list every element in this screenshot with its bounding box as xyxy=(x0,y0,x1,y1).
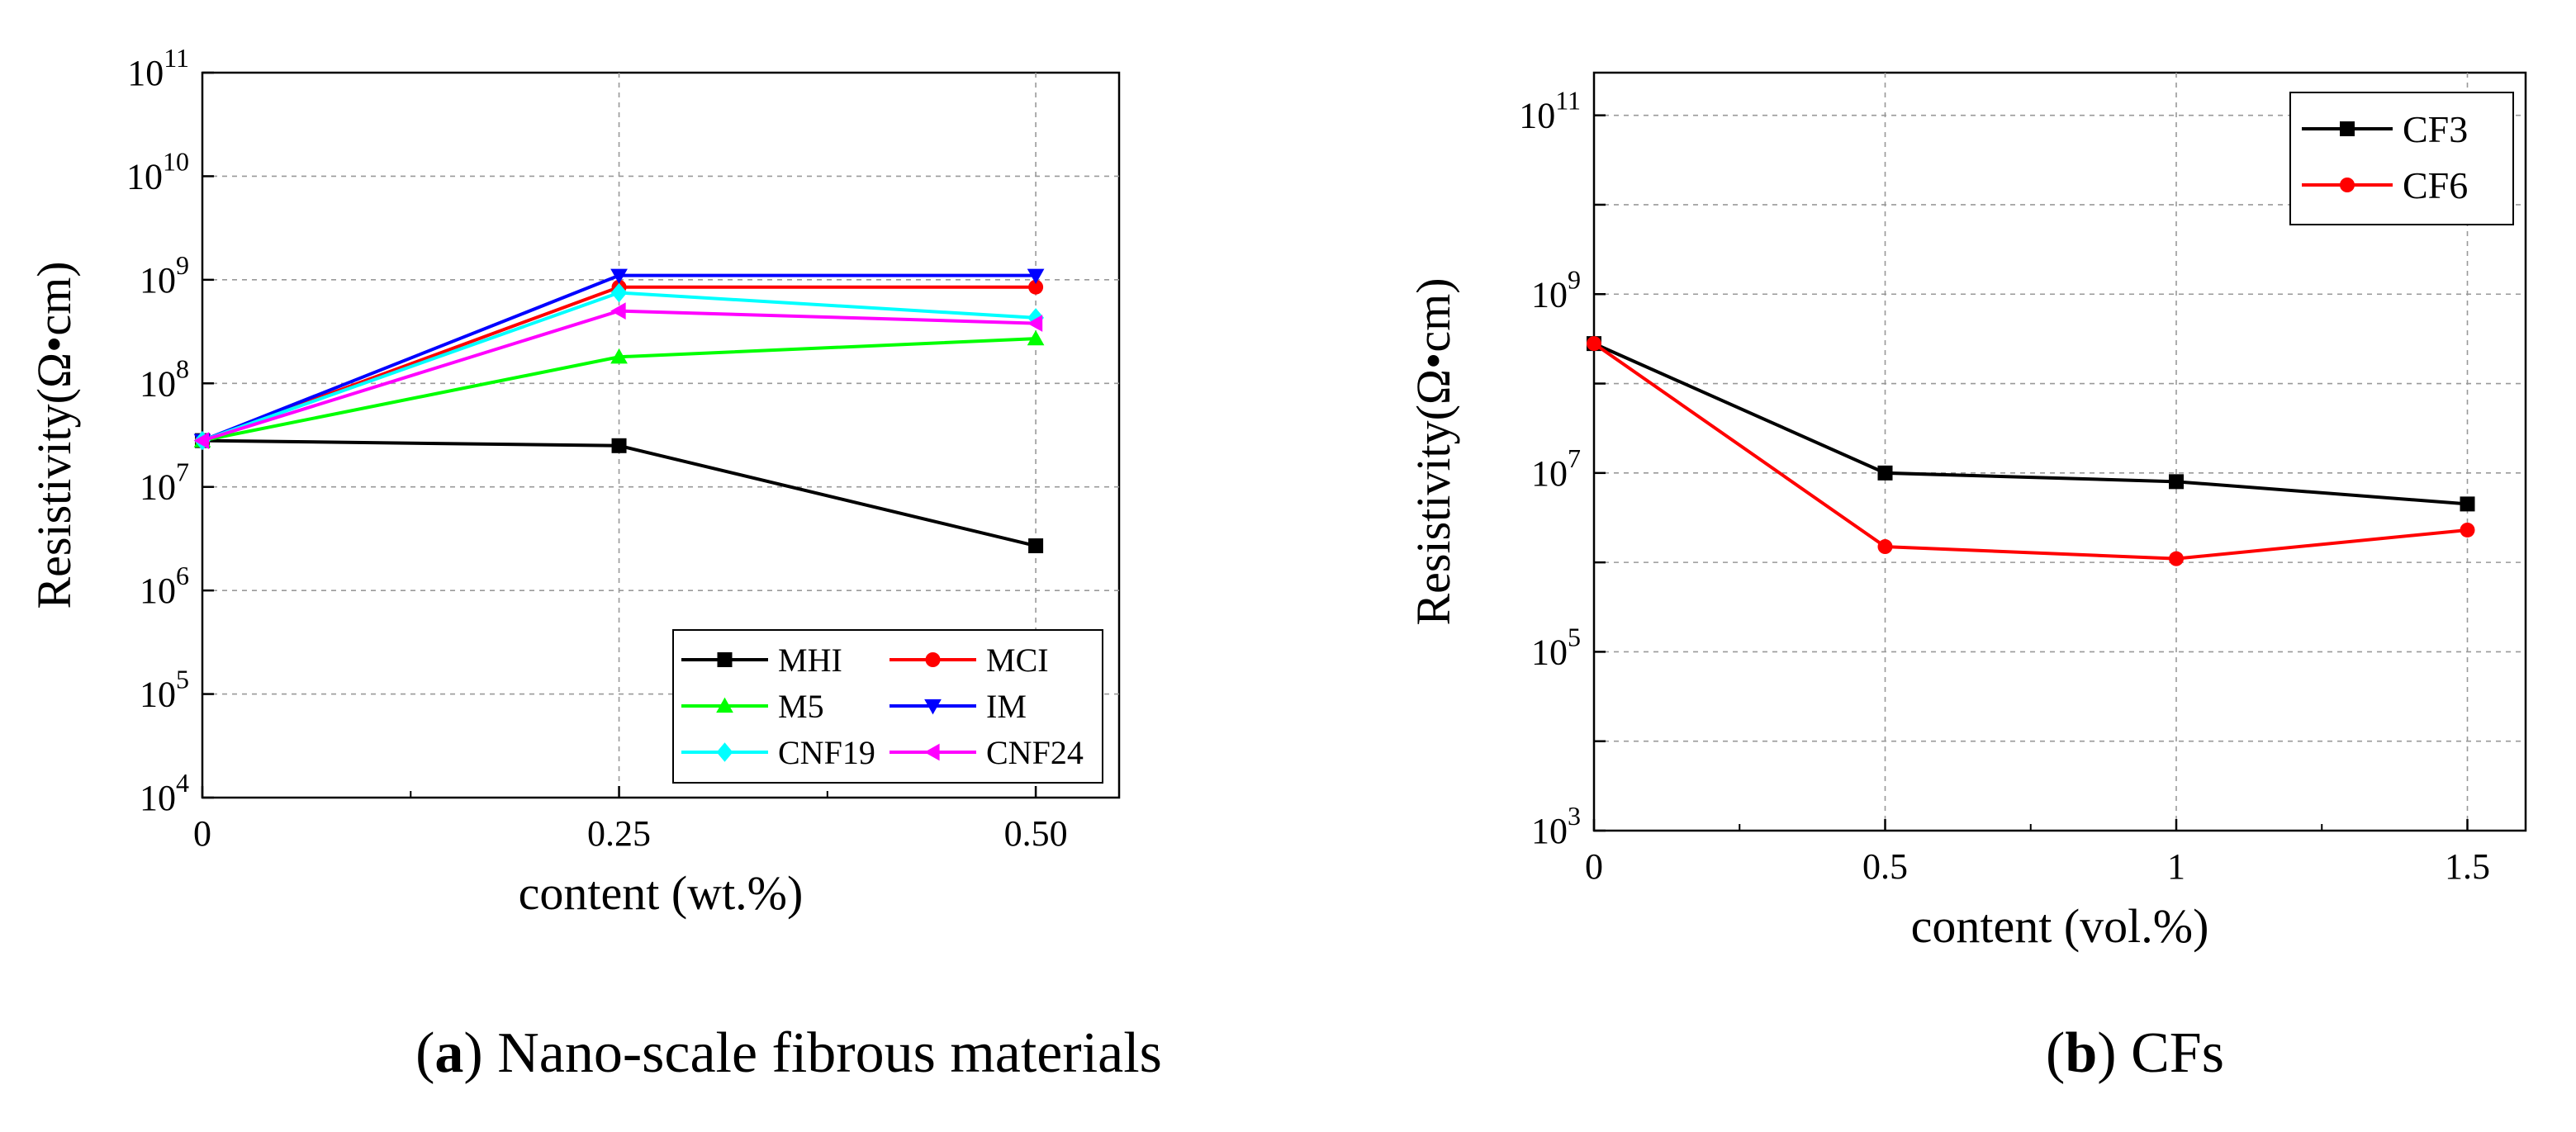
y-tick-label: 109 xyxy=(140,250,189,301)
legend-marker xyxy=(924,699,942,715)
x-tick-label: 1 xyxy=(2167,846,2185,887)
legend-marker xyxy=(924,743,940,761)
figure-caption: (b) CFs xyxy=(2046,1021,2224,1085)
data-point xyxy=(1877,539,1893,555)
plot-frame xyxy=(1592,71,2527,832)
data-point xyxy=(1027,308,1044,328)
series-cnf24 xyxy=(193,302,1043,449)
y-tick-label: 108 xyxy=(140,353,189,404)
legend-label: M5 xyxy=(778,688,824,725)
legend-label: CNF24 xyxy=(986,734,1084,771)
legend-marker xyxy=(2340,121,2355,136)
y-tick-label: 107 xyxy=(1531,443,1581,494)
y-tick-label: 1011 xyxy=(1519,86,1581,136)
y-tick-label: 1011 xyxy=(127,43,189,93)
data-point xyxy=(1877,465,1893,481)
data-point xyxy=(611,438,627,453)
data-point xyxy=(2460,522,2475,538)
y-tick-label: 105 xyxy=(140,665,189,715)
legend: MHI MCI M5 IM CNF19 CNF24 xyxy=(672,629,1103,784)
data-point xyxy=(2169,551,2184,566)
legend-label: CNF19 xyxy=(778,734,875,771)
y-tick-label: 106 xyxy=(140,561,189,611)
legend-marker xyxy=(716,697,733,713)
legend-label: IM xyxy=(986,688,1027,725)
series-cf3 xyxy=(1587,336,2475,512)
data-point xyxy=(610,282,628,303)
data-point xyxy=(193,432,210,449)
data-point xyxy=(1587,336,1601,352)
y-axis-title: Resistivity(Ω•cm) xyxy=(27,261,81,609)
y-tick-label: 109 xyxy=(1531,264,1581,315)
figure-caption: (a) Nano-scale fibrous materials xyxy=(415,1021,1162,1085)
y-tick-label: 105 xyxy=(1531,622,1581,672)
series-line xyxy=(1593,342,2468,506)
y-tick-label: 103 xyxy=(1531,801,1581,851)
y-tick-label: 104 xyxy=(140,768,189,818)
data-point xyxy=(1027,268,1045,285)
y-axis-title: Resistivity(Ω•cm) xyxy=(1407,277,1460,625)
data-point xyxy=(1028,538,1044,554)
chart-a: 104 105 106 107 108 109 1010 1011 0 0.25 0.50 conte… xyxy=(27,43,1162,1085)
x-axis-title: content (vol.%) xyxy=(1911,899,2209,953)
data-point xyxy=(610,302,626,320)
legend-marker xyxy=(925,652,941,667)
x-tick-label: 0.25 xyxy=(587,813,651,854)
x-axis-title: content (wt.%) xyxy=(519,866,804,920)
data-point xyxy=(1028,279,1044,295)
data-point xyxy=(610,268,628,285)
legend-marker xyxy=(2340,178,2355,192)
y-tick-label: 107 xyxy=(140,457,189,508)
legend-label: MHI xyxy=(778,642,842,679)
legend-marker xyxy=(716,742,733,762)
data-point xyxy=(610,348,628,364)
data-point xyxy=(1027,315,1043,332)
legend-label: CF6 xyxy=(2403,164,2468,206)
x-tick-label: 0 xyxy=(1585,846,1603,887)
legend-label: CF3 xyxy=(2403,108,2468,150)
series-line xyxy=(1592,342,2468,561)
data-point xyxy=(2169,474,2184,490)
x-tick-label: 0.50 xyxy=(1004,813,1068,854)
series-cf6 xyxy=(1587,336,2475,566)
legend-box xyxy=(2289,92,2514,225)
y-tick-label: 1010 xyxy=(126,146,189,197)
data-point xyxy=(1027,329,1045,346)
chart-b: 103 105 107 109 1011 0 0.5 1 1.5 content (vol.%) R… xyxy=(1407,71,2527,1085)
x-tick-label: 1.5 xyxy=(2445,846,2490,887)
legend-label: MCI xyxy=(986,642,1049,679)
x-tick-label: 0 xyxy=(193,813,211,854)
legend-marker xyxy=(717,652,733,667)
x-tick-label: 0.5 xyxy=(1862,846,1908,887)
data-point xyxy=(2460,496,2475,512)
